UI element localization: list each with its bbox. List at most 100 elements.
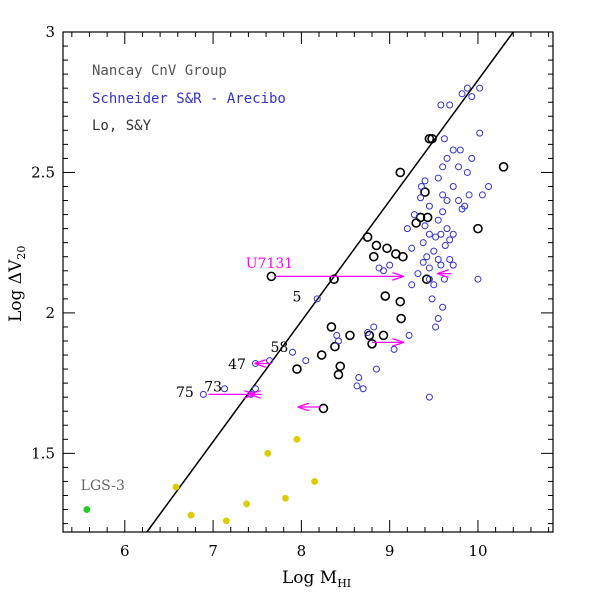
data-points <box>83 84 509 525</box>
data-point <box>353 382 361 390</box>
data-point <box>446 101 454 109</box>
data-point <box>199 390 207 398</box>
data-point <box>251 385 259 393</box>
data-point <box>441 241 449 249</box>
data-point <box>455 163 463 171</box>
x-tick-label: 8 <box>297 542 307 560</box>
fit-line <box>146 31 514 533</box>
data-point <box>390 345 398 353</box>
annotation-label: U7131 <box>246 256 293 272</box>
x-tick-label: 7 <box>208 542 218 560</box>
data-point <box>420 187 430 197</box>
annotation-label: 5 <box>293 290 302 306</box>
x-tick-label: 9 <box>385 542 395 560</box>
data-point <box>439 191 447 199</box>
data-point <box>222 517 230 525</box>
legend-entry: Schneider S&R - Arecibo <box>92 91 286 107</box>
data-point <box>465 191 473 199</box>
data-point <box>329 274 339 284</box>
data-point <box>440 275 448 283</box>
data-point <box>425 264 433 272</box>
data-point <box>371 240 382 251</box>
data-point <box>463 84 471 92</box>
data-point <box>359 385 367 393</box>
data-point <box>476 84 484 92</box>
data-point <box>446 256 454 264</box>
axis-ticks <box>63 31 553 532</box>
data-point <box>334 337 342 345</box>
data-point <box>439 163 447 171</box>
data-point <box>430 247 438 255</box>
data-point <box>372 365 380 373</box>
data-point <box>473 223 483 234</box>
annotations: U7131 5 58 47 73 75 LGS-3 <box>81 256 302 494</box>
data-point <box>367 338 377 349</box>
data-point <box>449 230 457 238</box>
data-point <box>386 261 394 269</box>
data-point <box>474 275 482 283</box>
data-point <box>439 303 447 311</box>
data-point <box>485 182 493 190</box>
data-point <box>282 494 289 502</box>
data-point <box>455 197 463 205</box>
data-point <box>368 251 379 262</box>
annotation-label: 47 <box>228 357 246 373</box>
data-point <box>355 374 363 382</box>
data-point <box>380 291 391 301</box>
data-point <box>430 281 438 289</box>
data-point <box>432 233 440 241</box>
data-point <box>362 232 373 242</box>
y-tick-label: 1.5 <box>31 444 55 462</box>
data-point <box>439 208 447 216</box>
data-point <box>434 256 442 264</box>
data-point <box>403 225 411 233</box>
data-point <box>414 270 422 278</box>
data-point <box>333 369 344 380</box>
data-point <box>423 253 431 261</box>
data-point <box>396 313 406 324</box>
data-point <box>432 323 440 331</box>
data-point <box>395 296 406 307</box>
limit-arrows <box>208 274 452 407</box>
fit-line-segment <box>146 31 514 533</box>
data-point <box>425 230 433 238</box>
x-axis-title-subscript: HI <box>337 577 351 590</box>
x-axis-title: Log MHI <box>282 568 351 590</box>
data-point <box>293 435 301 443</box>
data-point <box>333 331 341 339</box>
data-point <box>410 211 418 219</box>
data-point <box>292 364 302 374</box>
data-point <box>382 243 392 254</box>
data-point <box>437 261 445 269</box>
data-point <box>434 315 442 323</box>
data-point <box>417 182 425 190</box>
data-point <box>172 483 180 491</box>
data-point <box>83 506 91 513</box>
data-point <box>449 261 457 269</box>
data-point <box>421 177 429 185</box>
data-point <box>311 477 319 485</box>
data-point <box>458 90 466 98</box>
data-point <box>326 322 337 332</box>
data-point <box>345 330 355 341</box>
data-point <box>364 329 372 337</box>
data-point <box>419 239 427 247</box>
data-point <box>478 191 486 199</box>
data-point <box>458 205 466 213</box>
data-point <box>264 449 272 457</box>
data-point <box>417 194 425 202</box>
data-point <box>415 212 426 223</box>
x-tick-labels: 6 7 8 9 10 <box>120 542 487 560</box>
data-point <box>408 244 416 252</box>
data-point <box>443 225 451 233</box>
data-point <box>375 264 383 272</box>
data-point <box>335 361 346 372</box>
y-tick-labels: 1.5 2 2.5 3 <box>31 23 55 462</box>
data-point <box>330 341 340 352</box>
data-point <box>398 251 408 262</box>
data-point <box>437 101 445 109</box>
y-tick-label: 2 <box>45 304 55 322</box>
data-point <box>434 216 442 224</box>
data-point <box>428 295 436 303</box>
